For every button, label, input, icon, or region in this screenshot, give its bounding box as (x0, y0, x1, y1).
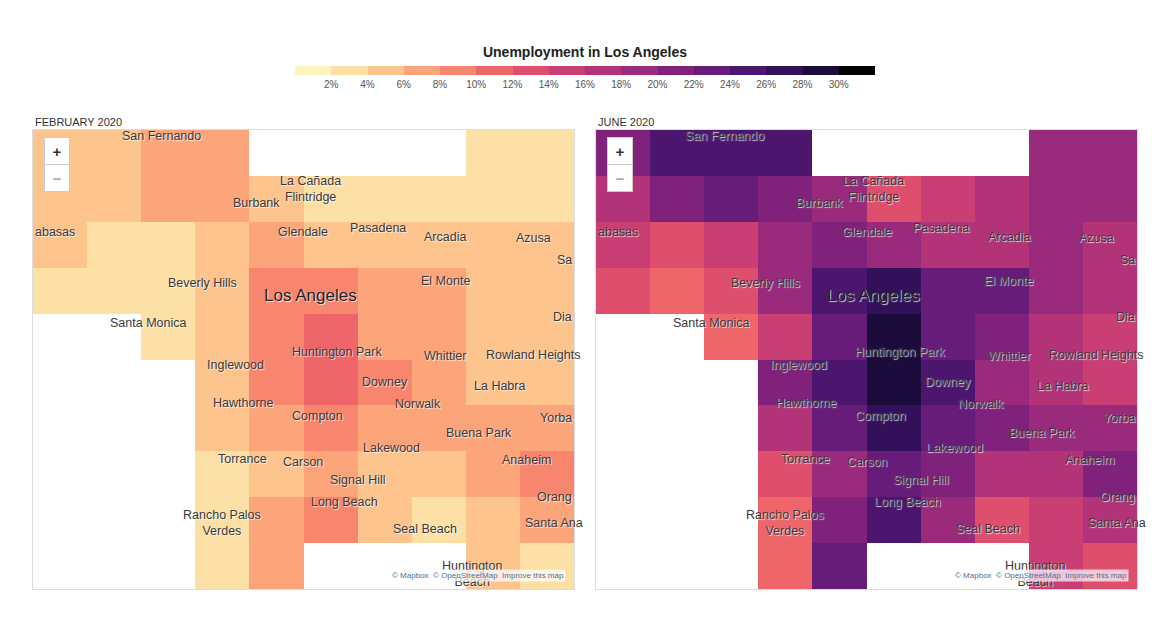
svg-text:Beverly Hills: Beverly Hills (168, 276, 237, 290)
svg-text:Hawthorne: Hawthorne (213, 396, 273, 410)
svg-text:Carson: Carson (847, 455, 887, 469)
svg-text:Pasadena: Pasadena (350, 221, 406, 235)
svg-text:26%: 26% (756, 79, 776, 90)
svg-text:Carson: Carson (283, 455, 323, 469)
svg-text:Unemployment in Los Angeles: Unemployment in Los Angeles (483, 44, 687, 60)
svg-text:Santa Monica: Santa Monica (673, 316, 749, 330)
svg-text:FEBRUARY 2020: FEBRUARY 2020 (35, 116, 122, 128)
svg-text:abasas: abasas (35, 225, 75, 239)
svg-text:Santa Monica: Santa Monica (110, 316, 186, 330)
svg-text:HuntingtonBeach: HuntingtonBeach (1005, 559, 1066, 589)
svg-text:Hawthorne: Hawthorne (776, 396, 836, 410)
svg-text:El Monte: El Monte (984, 274, 1033, 288)
svg-text:24%: 24% (720, 79, 740, 90)
svg-text:Torrance: Torrance (218, 452, 267, 466)
svg-text:Whittier: Whittier (424, 349, 466, 363)
svg-text:22%: 22% (684, 79, 704, 90)
svg-text:Pasadena: Pasadena (913, 221, 969, 235)
svg-text:Dia: Dia (1116, 310, 1135, 324)
svg-text:30%: 30% (829, 79, 849, 90)
svg-text:Santa Ana: Santa Ana (525, 516, 583, 530)
svg-text:4%: 4% (360, 79, 375, 90)
svg-text:Dia: Dia (553, 310, 572, 324)
svg-text:La Habra: La Habra (474, 379, 525, 393)
svg-text:Compton: Compton (292, 409, 343, 423)
svg-text:+: + (616, 143, 625, 160)
svg-text:San Fernando: San Fernando (122, 129, 201, 143)
svg-text:18%: 18% (611, 79, 631, 90)
svg-text:Glendale: Glendale (842, 225, 892, 239)
svg-text:2%: 2% (324, 79, 339, 90)
svg-text:−: − (616, 170, 625, 187)
svg-text:10%: 10% (466, 79, 486, 90)
svg-text:Whittier: Whittier (988, 349, 1030, 363)
svg-text:Azusa: Azusa (1079, 231, 1114, 245)
svg-text:Torrance: Torrance (781, 452, 830, 466)
svg-text:Anaheim: Anaheim (1065, 453, 1114, 467)
svg-text:Beverly Hills: Beverly Hills (731, 276, 800, 290)
svg-text:Lakewood: Lakewood (363, 441, 420, 455)
svg-text:6%: 6% (397, 79, 412, 90)
svg-text:Buena Park: Buena Park (1009, 426, 1075, 440)
svg-text:HuntingtonBeach: HuntingtonBeach (442, 559, 503, 589)
svg-text:Seal Beach: Seal Beach (956, 522, 1020, 536)
svg-text:Long Beach: Long Beach (311, 495, 378, 509)
svg-text:La CañadaFlintridge: La CañadaFlintridge (843, 174, 904, 204)
svg-text:Lakewood: Lakewood (926, 441, 983, 455)
svg-text:Los Angeles: Los Angeles (264, 286, 357, 305)
svg-text:8%: 8% (433, 79, 448, 90)
svg-text:© Mapbox © OpenStreetMap Imp: © Mapbox © OpenStreetMap Improve this ma… (955, 571, 1127, 580)
svg-text:Inglewood: Inglewood (207, 358, 264, 372)
svg-text:Rowland Heights: Rowland Heights (1049, 348, 1144, 362)
svg-text:abasas: abasas (598, 225, 638, 239)
svg-text:Anaheim: Anaheim (502, 453, 551, 467)
svg-text:Rancho PalosVerdes: Rancho PalosVerdes (746, 508, 824, 538)
svg-text:Downey: Downey (362, 375, 408, 389)
svg-text:Arcadia: Arcadia (424, 230, 466, 244)
svg-text:El Monte: El Monte (421, 274, 470, 288)
svg-text:Yorba: Yorba (1103, 411, 1135, 425)
svg-text:Signal Hill: Signal Hill (330, 473, 386, 487)
svg-text:Azusa: Azusa (516, 231, 551, 245)
svg-text:+: + (53, 143, 62, 160)
svg-text:Burbank: Burbank (233, 196, 280, 210)
svg-text:Long Beach: Long Beach (874, 495, 941, 509)
svg-text:La CañadaFlintridge: La CañadaFlintridge (280, 174, 341, 204)
svg-text:14%: 14% (539, 79, 559, 90)
svg-text:Orang: Orang (1100, 490, 1135, 504)
svg-text:16%: 16% (575, 79, 595, 90)
svg-text:Signal Hill: Signal Hill (893, 473, 949, 487)
svg-text:Los Angeles: Los Angeles (827, 286, 920, 305)
svg-text:Buena Park: Buena Park (446, 426, 512, 440)
svg-text:12%: 12% (502, 79, 522, 90)
svg-text:Sa: Sa (557, 253, 572, 267)
svg-text:Huntington Park: Huntington Park (855, 345, 945, 359)
svg-text:Burbank: Burbank (796, 196, 843, 210)
svg-text:Downey: Downey (925, 375, 971, 389)
svg-text:La Habra: La Habra (1037, 379, 1088, 393)
svg-text:JUNE 2020: JUNE 2020 (598, 116, 654, 128)
svg-text:20%: 20% (647, 79, 667, 90)
svg-text:Huntington Park: Huntington Park (292, 345, 382, 359)
svg-text:Glendale: Glendale (278, 225, 328, 239)
svg-text:Orang: Orang (537, 490, 572, 504)
svg-text:Sa: Sa (1120, 253, 1135, 267)
svg-text:San Fernando: San Fernando (685, 129, 764, 143)
svg-text:Inglewood: Inglewood (770, 358, 827, 372)
svg-text:28%: 28% (792, 79, 812, 90)
svg-text:Santa Ana: Santa Ana (1088, 516, 1146, 530)
svg-text:Norwalk: Norwalk (958, 397, 1004, 411)
svg-text:Seal Beach: Seal Beach (393, 522, 457, 536)
svg-text:Compton: Compton (855, 409, 906, 423)
svg-text:Norwalk: Norwalk (395, 397, 441, 411)
svg-text:Rancho PalosVerdes: Rancho PalosVerdes (183, 508, 261, 538)
svg-text:−: − (53, 170, 62, 187)
svg-text:Arcadia: Arcadia (988, 230, 1030, 244)
svg-text:Yorba: Yorba (540, 411, 572, 425)
svg-text:Rowland Heights: Rowland Heights (486, 348, 581, 362)
svg-text:© Mapbox © OpenStreetMap Imp: © Mapbox © OpenStreetMap Improve this ma… (392, 571, 564, 580)
